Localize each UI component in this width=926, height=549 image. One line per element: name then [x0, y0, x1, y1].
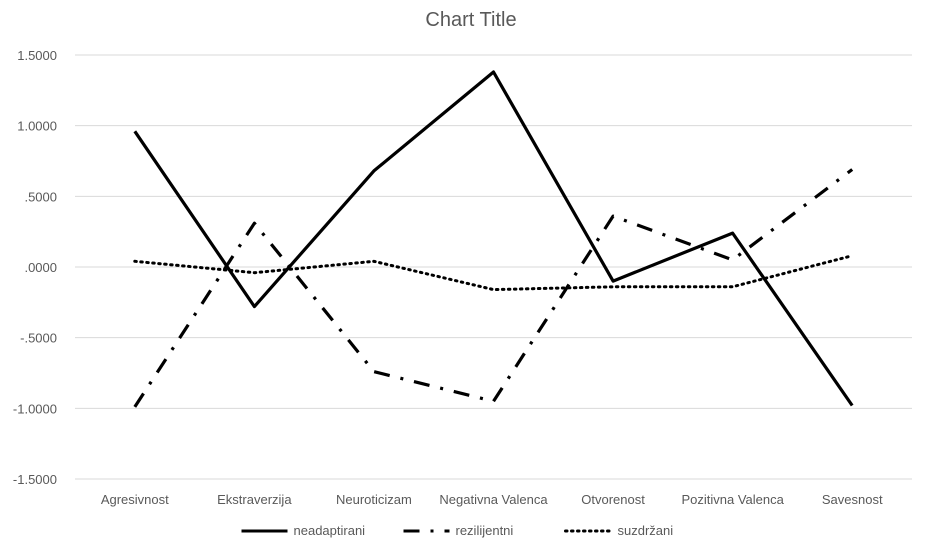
y-tick-label: -.5000	[20, 331, 57, 346]
y-tick-label: 1.0000	[17, 119, 57, 134]
legend-label: suzdržani	[618, 523, 674, 538]
series-line-neadaptirani	[133, 70, 854, 407]
x-tick-label: Savesnost	[822, 492, 883, 507]
x-tick-label: Negativna Valenca	[439, 492, 548, 507]
series-line-rezilijentni	[133, 168, 854, 408]
series-line-suzdržani	[133, 254, 854, 292]
legend-label: neadaptirani	[294, 523, 366, 538]
x-axis-tick-labels: Agresivnost Ekstraverzija Neuroticizam Nega…	[101, 492, 883, 507]
y-tick-label: .0000	[24, 260, 57, 275]
legend-label: rezilijentni	[456, 523, 514, 538]
y-tick-label: 1.5000	[17, 48, 57, 63]
x-tick-label: Neuroticizam	[336, 492, 412, 507]
legend: neadaptirani rezilijentni suzdržani	[241, 523, 674, 538]
y-tick-label: -1.0000	[13, 401, 57, 416]
y-tick-label: -1.5000	[13, 472, 57, 487]
x-tick-label: Otvorenost	[581, 492, 645, 507]
y-axis-tick-labels: 1.5000 1.0000 .5000 .0000 -.5000 -1.0000 -1.50…	[13, 48, 57, 487]
y-tick-label: .5000	[24, 189, 57, 204]
series-lines	[133, 70, 854, 408]
chart-title: Chart Title	[425, 9, 516, 31]
gridlines	[75, 54, 912, 480]
x-tick-label: Agresivnost	[101, 492, 169, 507]
x-tick-label: Pozitivna Valenca	[681, 492, 784, 507]
x-tick-label: Ekstraverzija	[217, 492, 292, 507]
